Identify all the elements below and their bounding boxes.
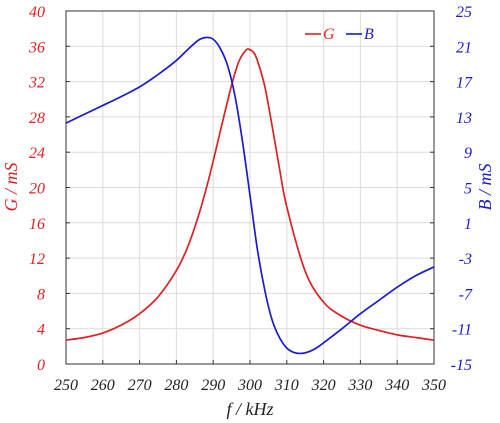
tick-label-x: 270 (128, 377, 152, 394)
tick-label-left: 40 (29, 4, 45, 21)
tick-label-x: 340 (384, 377, 409, 394)
grid-lines (66, 11, 434, 364)
series-line-b (65, 36, 435, 355)
legend-label-b: B (364, 26, 374, 43)
tick-label-right: -11 (452, 322, 472, 339)
tick-label-right: 25 (456, 4, 472, 21)
x-axis-label: f / kHz (227, 399, 274, 419)
right-axis-ticks: -15 -11 -7 -3 1 5 9 13 17 21 25 (430, 4, 473, 374)
y-axis-left-label: G / mS (1, 163, 21, 212)
tick-label-right: -3 (459, 251, 472, 268)
tick-label-x: 350 (421, 377, 446, 394)
tick-label-left: 28 (29, 110, 45, 127)
tick-label-left: 24 (29, 145, 45, 162)
y-axis-right-label: B / mS (475, 164, 495, 211)
tick-label-right: -15 (451, 357, 472, 374)
tick-label-right: 21 (456, 39, 472, 56)
tick-label-x: 330 (347, 377, 372, 394)
tick-label-left: 12 (29, 251, 45, 268)
tick-label-x: 320 (311, 377, 336, 394)
tick-label-right: 13 (456, 110, 472, 127)
tick-label-left: 16 (29, 216, 45, 233)
tick-label-left: 8 (37, 286, 45, 303)
tick-label-left: 4 (37, 322, 45, 339)
tick-label-left: 32 (28, 75, 45, 92)
series-line-g (65, 48, 435, 342)
tick-label-left: 36 (28, 39, 45, 56)
tick-label-right: 1 (464, 216, 472, 233)
tick-label-right: -7 (459, 286, 473, 303)
tick-label-right: 17 (456, 75, 473, 92)
legend: G B (305, 26, 374, 43)
tick-label-x: 250 (54, 377, 78, 394)
left-axis-ticks: 0 4 8 12 16 20 24 28 32 36 40 (28, 4, 70, 374)
legend-label-g: G (323, 26, 335, 43)
tick-label-x: 260 (91, 377, 115, 394)
x-axis-ticks: 250 260 270 280 290 300 310 320 330 340 350 (54, 360, 446, 394)
tick-label-x: 300 (237, 377, 262, 394)
tick-label-right: 5 (464, 181, 472, 198)
tick-label-left: 20 (29, 181, 45, 198)
tick-label-left: 0 (37, 357, 45, 374)
tick-label-x: 280 (164, 377, 188, 394)
tick-label-right: 9 (464, 145, 472, 162)
tick-label-x: 310 (274, 377, 299, 394)
tick-label-x: 290 (201, 377, 225, 394)
series-layer (65, 36, 435, 355)
